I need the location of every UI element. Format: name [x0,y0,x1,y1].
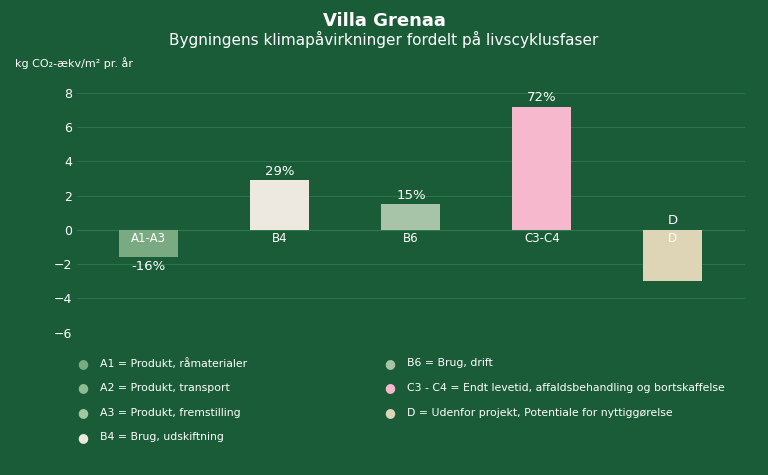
Text: C3-C4: C3-C4 [524,232,560,246]
Text: ●: ● [384,381,395,395]
Text: ●: ● [77,431,88,444]
Text: -16%: -16% [132,260,166,273]
Text: A1-A3: A1-A3 [131,232,167,246]
Text: Villa Grenaa: Villa Grenaa [323,12,445,30]
Text: kg CO₂-ækv/m² pr. år: kg CO₂-ækv/m² pr. år [15,57,134,69]
Text: D = Udenfor projekt, Potentiale for nyttiggørelse: D = Udenfor projekt, Potentiale for nytt… [407,408,673,418]
Text: ●: ● [77,381,88,395]
Bar [382,204,440,230]
Text: ●: ● [77,357,88,370]
Text: B4 = Brug, udskiftning: B4 = Brug, udskiftning [100,432,223,443]
Bar [119,230,178,257]
Text: ●: ● [77,406,88,419]
Text: B6: B6 [403,232,419,246]
Text: D: D [668,232,677,246]
Text: Bygningens klimapåvirkninger fordelt på livscyklusfaser: Bygningens klimapåvirkninger fordelt på … [169,31,599,48]
Text: A3 = Produkt, fremstilling: A3 = Produkt, fremstilling [100,408,240,418]
Text: ●: ● [384,357,395,370]
Bar [644,230,703,281]
Text: D: D [668,214,678,228]
Text: 29%: 29% [265,165,295,178]
Text: ●: ● [384,406,395,419]
Text: A2 = Produkt, transport: A2 = Produkt, transport [100,383,230,393]
Text: 15%: 15% [396,189,425,202]
Text: 72%: 72% [527,91,557,104]
Text: C3 - C4 = Endt levetid, affaldsbehandling og bortskaffelse: C3 - C4 = Endt levetid, affaldsbehandlin… [407,383,725,393]
Text: A1 = Produkt, råmaterialer: A1 = Produkt, råmaterialer [100,358,247,369]
Text: B4: B4 [272,232,288,246]
Text: B6 = Brug, drift: B6 = Brug, drift [407,358,493,369]
Bar [512,107,571,230]
Bar [250,180,310,230]
